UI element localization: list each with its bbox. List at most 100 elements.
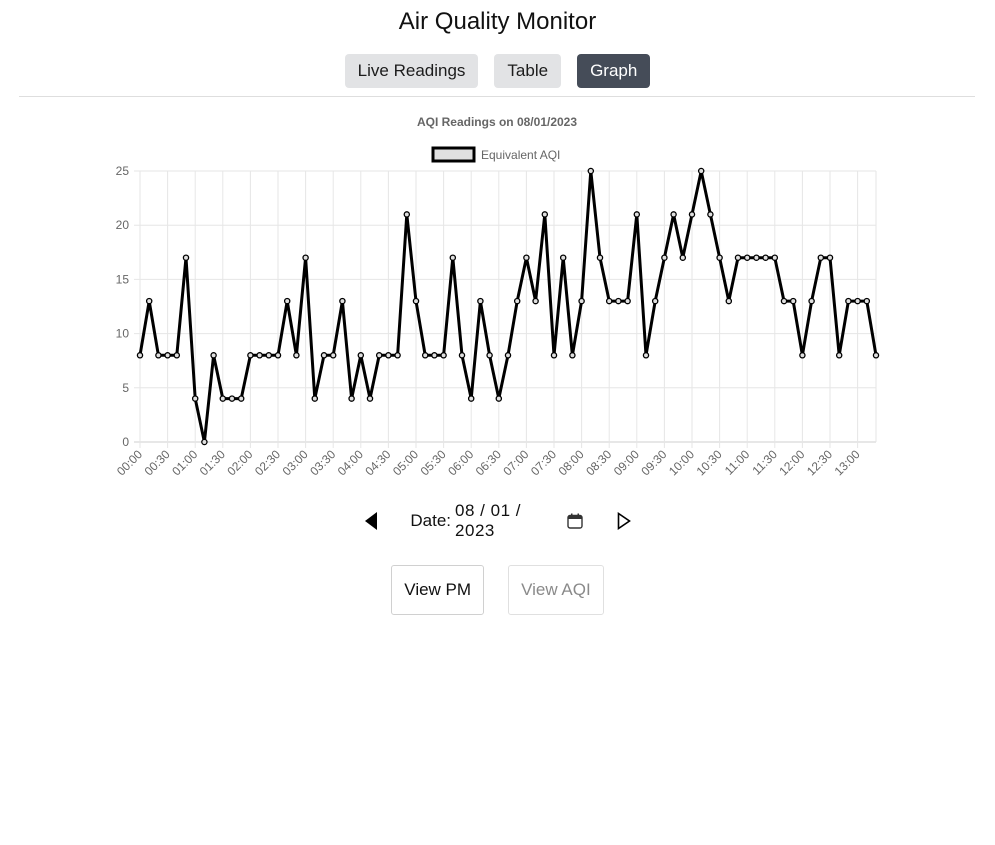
data-point[interactable] [743,254,751,261]
data-point[interactable] [375,352,383,359]
data-point[interactable] [329,352,337,359]
data-point[interactable] [605,297,613,305]
data-point[interactable] [826,254,834,261]
data-point[interactable] [219,395,227,402]
data-point[interactable] [854,297,861,305]
data-point[interactable] [753,254,760,261]
data-point[interactable] [734,254,742,261]
data-point[interactable] [762,254,769,261]
data-point[interactable] [182,254,190,261]
view-aqi-button[interactable]: View AQI [508,565,604,615]
data-point[interactable] [201,438,208,446]
tab-table[interactable]: Table [494,54,562,88]
x-tick-label: 01:30 [197,447,228,478]
data-point[interactable] [688,211,696,218]
aqi-chart: AQI Readings on 08/01/2023 Equivalent AQ… [0,100,995,500]
triangle-right-outline-icon[interactable] [613,509,635,533]
data-point[interactable] [863,297,871,305]
data-point[interactable] [394,352,401,359]
data-point[interactable] [136,352,144,359]
data-point[interactable] [716,254,723,261]
data-point[interactable] [265,352,273,359]
x-tick-label: 10:30 [694,447,725,478]
data-point[interactable] [596,254,604,261]
data-point[interactable] [771,254,779,261]
data-point[interactable] [670,211,677,218]
data-point[interactable] [642,352,650,359]
data-point[interactable] [477,297,484,305]
data-point[interactable] [789,297,797,305]
x-tick-label: 03:00 [280,447,311,478]
data-point[interactable] [679,254,687,261]
data-point[interactable] [366,395,374,402]
data-point[interactable] [780,297,788,305]
data-point[interactable] [835,352,843,359]
data-point[interactable] [173,352,181,359]
data-point[interactable] [578,297,585,305]
calendar-icon[interactable] [566,513,583,529]
data-point[interactable] [513,297,521,305]
data-point[interactable] [449,254,457,261]
data-point[interactable] [523,254,530,261]
data-point[interactable] [440,352,447,359]
data-point[interactable] [412,297,420,305]
data-point[interactable] [357,352,365,359]
data-point[interactable] [569,352,576,359]
data-point[interactable] [155,352,162,359]
data-point[interactable] [339,297,346,305]
data-point[interactable] [320,352,328,359]
data-point[interactable] [348,395,355,402]
view-pm-button[interactable]: View PM [391,565,485,615]
x-tick-label: 10:00 [666,447,697,478]
data-point[interactable] [431,352,438,359]
tab-graph[interactable]: Graph [577,54,651,88]
data-point[interactable] [633,211,641,218]
chart-legend[interactable]: Equivalent AQI [431,146,560,163]
x-tick-label: 05:30 [418,447,449,478]
x-tick-label: 07:00 [500,447,531,478]
data-point[interactable] [697,167,705,175]
tab-live-readings[interactable]: Live Readings [344,54,479,88]
data-point[interactable] [615,297,622,305]
data-point[interactable] [283,297,291,305]
data-point[interactable] [504,352,512,359]
data-point[interactable] [191,395,199,402]
data-point[interactable] [403,211,411,218]
data-point[interactable] [486,352,493,359]
data-point[interactable] [872,352,880,359]
data-point[interactable] [228,395,236,402]
data-point[interactable] [845,297,852,305]
data-point[interactable] [725,297,733,305]
data-point[interactable] [164,352,171,359]
data-point[interactable] [532,297,539,305]
data-point[interactable] [707,211,714,218]
data-point[interactable] [256,352,263,359]
data-point[interactable] [651,297,659,305]
data-point[interactable] [247,352,254,359]
data-point[interactable] [385,352,392,359]
data-point[interactable] [808,297,815,305]
data-point[interactable] [210,352,217,359]
data-point[interactable] [145,297,153,305]
chart-title: AQI Readings on 08/01/2023 [417,115,577,129]
data-point[interactable] [587,167,595,175]
data-point[interactable] [624,297,631,305]
data-point[interactable] [274,352,282,359]
data-point[interactable] [458,352,466,359]
data-point[interactable] [421,352,429,359]
data-point[interactable] [495,395,503,402]
data-point[interactable] [541,211,549,218]
data-point[interactable] [550,352,558,359]
data-point[interactable] [311,395,319,402]
data-point[interactable] [661,254,668,261]
data-point[interactable] [302,254,309,261]
triangle-left-icon[interactable] [360,509,382,533]
data-point[interactable] [817,254,825,261]
data-point[interactable] [237,395,245,402]
date-input[interactable]: 08 / 01 / 2023 [455,501,521,540]
data-point[interactable] [559,254,567,261]
data-point[interactable] [293,352,300,359]
data-point[interactable] [799,352,806,359]
data-point[interactable] [467,395,475,402]
